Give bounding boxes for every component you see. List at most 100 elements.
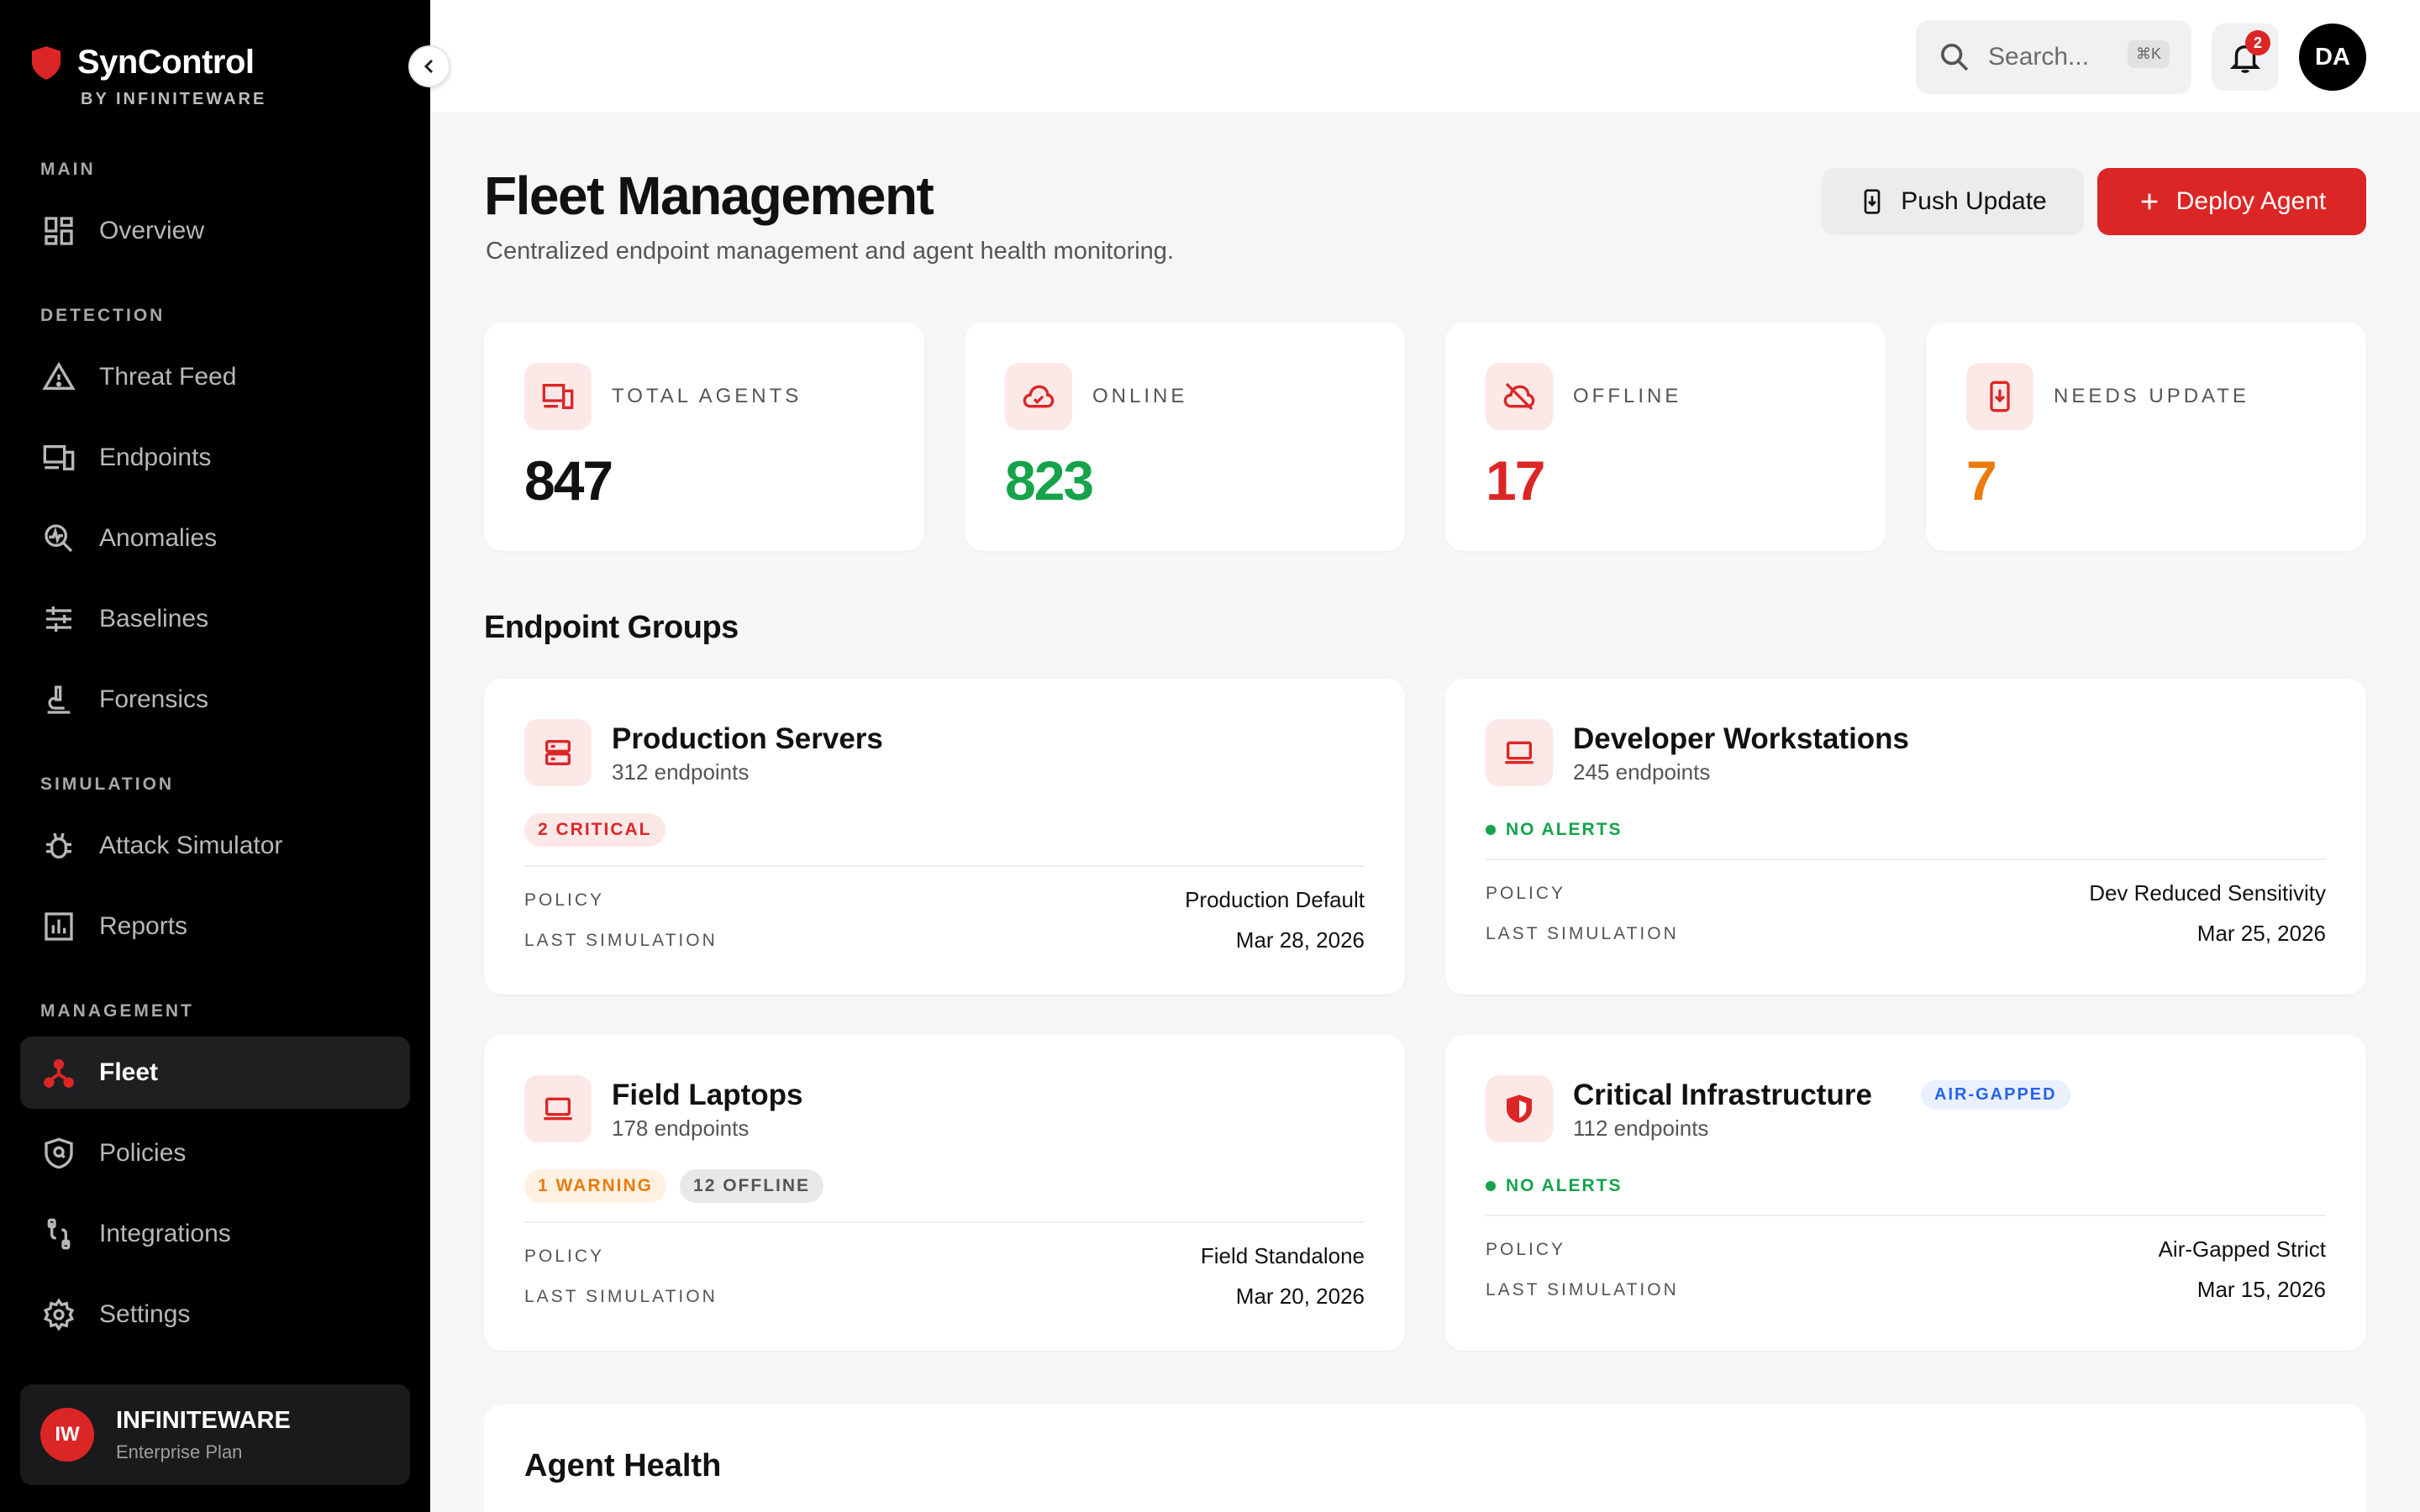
group-icon-box [1486, 719, 1553, 786]
policy-value: Field Standalone [1200, 1243, 1365, 1268]
search-input[interactable]: Search... ⌘K [1916, 20, 2191, 94]
sidebar-item-fleet[interactable]: Fleet [20, 1037, 410, 1109]
shield-icon [1507, 1095, 1532, 1123]
stat-icon-box [1966, 363, 2033, 430]
divider [524, 865, 1365, 867]
policy-label: POLICY [524, 1247, 605, 1266]
stat-label: TOTAL AGENTS [612, 385, 802, 407]
bar-chart-icon [45, 912, 73, 941]
page-title: Fleet Management [484, 165, 934, 226]
group-card-production-servers[interactable]: Production Servers 312 endpoints 2 CRITI… [484, 679, 1405, 995]
sidebar-item-threat-feed[interactable]: Threat Feed [20, 341, 410, 413]
sidebar: SynControl BY INFINITEWARE MAIN Overview… [0, 0, 430, 1512]
policy-value: Dev Reduced Sensitivity [2089, 880, 2326, 906]
sidebar-item-reports[interactable]: Reports [20, 890, 410, 963]
sliders-icon [46, 606, 71, 632]
group-name: Production Servers [612, 722, 883, 755]
group-card-field-laptops[interactable]: Field Laptops 178 endpoints 1 WARNING 12… [484, 1035, 1405, 1351]
sidebar-item-attack-simulator[interactable]: Attack Simulator [20, 810, 410, 882]
brand[interactable]: SynControl BY INFINITEWARE [32, 44, 266, 109]
agent-health-card: Agent Health [484, 1404, 2366, 1512]
stat-label: ONLINE [1092, 385, 1188, 407]
last-simulation-value: Mar 28, 2026 [1235, 927, 1365, 953]
devices-icon [542, 384, 574, 409]
cloud-check-icon [1023, 385, 1055, 408]
sidebar-item-label: Attack Simulator [99, 832, 283, 859]
org-switcher[interactable]: IW INFINITEWARE Enterprise Plan [20, 1384, 410, 1485]
group-icon-box [524, 719, 592, 786]
group-endpoint-count: 112 endpoints [1573, 1116, 1709, 1141]
warning-icon [42, 361, 76, 390]
stat-value: 847 [524, 449, 613, 512]
collapse-sidebar-button[interactable] [408, 45, 450, 87]
last-simulation-label: LAST SIMULATION [1486, 924, 1679, 943]
status-text: NO ALERTS [1506, 1176, 1623, 1195]
sidebar-item-label: Policies [99, 1139, 187, 1167]
laptop-icon [544, 1097, 572, 1121]
anomaly-icon [45, 524, 73, 553]
policy-shield-icon [45, 1137, 73, 1169]
group-endpoint-count: 178 endpoints [612, 1116, 750, 1141]
air-gapped-badge: AIR-GAPPED [1921, 1080, 2070, 1110]
sidebar-item-baselines[interactable]: Baselines [20, 583, 410, 655]
policy-label: POLICY [1486, 884, 1566, 903]
brand-name: SynControl [77, 44, 255, 81]
agent-health-title: Agent Health [524, 1448, 722, 1483]
no-alerts-status: NO ALERTS [1486, 820, 1623, 840]
server-icon [545, 740, 571, 765]
stat-card-total-agents: TOTAL AGENTS 847 [484, 323, 924, 551]
group-tags: 2 CRITICAL [524, 813, 666, 847]
endpoint-groups-title: Endpoint Groups [484, 610, 739, 645]
stat-card-online: ONLINE 823 [965, 323, 1405, 551]
sidebar-item-forensics[interactable]: Forensics [20, 664, 410, 736]
sidebar-item-overview[interactable]: Overview [20, 195, 410, 267]
policy-value: Production Default [1185, 887, 1365, 912]
sidebar-item-label: Integrations [99, 1220, 231, 1247]
sidebar-item-label: Reports [99, 912, 188, 940]
page-subtitle: Centralized endpoint management and agen… [486, 238, 1174, 265]
sidebar-item-policies[interactable]: Policies [20, 1117, 410, 1189]
group-icon-box [1486, 1075, 1553, 1142]
group-name: Critical Infrastructure [1573, 1079, 1872, 1111]
stat-icon-box [1486, 363, 1553, 430]
group-endpoint-count: 245 endpoints [1573, 759, 1711, 785]
sidebar-item-label: Settings [99, 1300, 191, 1328]
sidebar-item-endpoints[interactable]: Endpoints [20, 422, 410, 494]
divider [524, 1221, 1365, 1223]
group-endpoint-count: 312 endpoints [612, 759, 750, 785]
phone-download-icon [1990, 381, 2010, 412]
push-update-button[interactable]: Push Update [1822, 168, 2084, 235]
sidebar-item-settings[interactable]: Settings [20, 1278, 410, 1351]
group-name: Developer Workstations [1573, 722, 1910, 755]
stat-label: NEEDS UPDATE [2054, 385, 2249, 407]
phone-download-icon [1864, 189, 1881, 214]
sidebar-item-label: Threat Feed [99, 363, 237, 391]
notifications-button[interactable]: 2 [2212, 24, 2279, 91]
deploy-agent-button[interactable]: Deploy Agent [2097, 168, 2366, 235]
nav-section-simulation: SIMULATION [40, 774, 175, 794]
stat-value: 17 [1486, 449, 1545, 512]
sidebar-item-integrations[interactable]: Integrations [20, 1198, 410, 1270]
notification-count-badge: 2 [2245, 30, 2270, 55]
shield-logo-icon [32, 45, 60, 80]
group-icon-box [524, 1075, 592, 1142]
sidebar-item-label: Forensics [99, 685, 209, 713]
plus-icon [2141, 193, 2158, 210]
stat-icon-box [1005, 363, 1072, 430]
group-card-critical-infrastructure[interactable]: Critical Infrastructure AIR-GAPPED 112 e… [1445, 1035, 2366, 1351]
user-avatar[interactable]: DA [2299, 24, 2366, 91]
nav-section-detection: DETECTION [40, 306, 166, 325]
last-simulation-value: Mar 20, 2026 [1235, 1284, 1365, 1309]
stat-value: 7 [1966, 449, 1997, 512]
nav-section-main: MAIN [40, 160, 96, 179]
nav-section-management: MANAGEMENT [40, 1001, 194, 1021]
sidebar-item-label: Baselines [99, 605, 209, 633]
plug-icon [47, 1218, 71, 1250]
brand-subtitle: BY INFINITEWARE [81, 90, 267, 108]
offline-badge: 12 OFFLINE [680, 1169, 824, 1203]
stat-card-needs-update: NEEDS UPDATE 7 [1926, 323, 2366, 551]
sidebar-item-anomalies[interactable]: Anomalies [20, 502, 410, 575]
fleet-icon [44, 1058, 74, 1088]
group-card-developer-workstations[interactable]: Developer Workstations 245 endpoints NO … [1445, 679, 2366, 995]
search-icon [1941, 44, 1969, 71]
